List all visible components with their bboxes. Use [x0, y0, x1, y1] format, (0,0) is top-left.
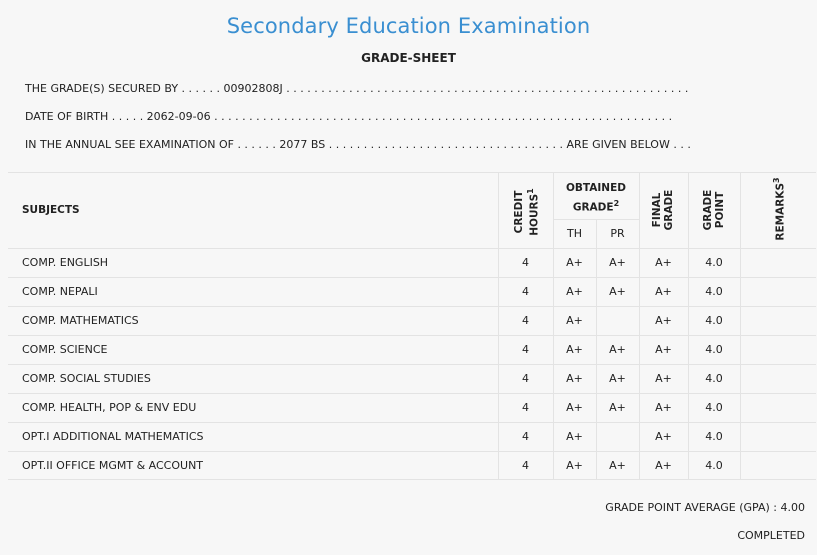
cell-final-grade: A+ — [655, 343, 672, 356]
cell-grade-point: 4.0 — [705, 256, 723, 269]
header-obtained-grade: OBTAINED GRADE2 — [566, 182, 626, 214]
result-status: COMPLETED — [737, 529, 805, 542]
cell-subject: COMP. MATHEMATICS — [22, 314, 139, 327]
cell-grade-point: 4.0 — [705, 459, 723, 472]
header-bottom-border — [8, 248, 816, 249]
row-divider — [8, 277, 816, 278]
cell-th-grade: A+ — [566, 372, 583, 385]
column-divider — [596, 219, 597, 479]
row-divider — [8, 364, 816, 365]
cell-final-grade: A+ — [655, 285, 672, 298]
column-divider — [740, 172, 741, 479]
column-divider — [688, 172, 689, 479]
gpa-summary: GRADE POINT AVERAGE (GPA) : 4.00 — [605, 501, 805, 514]
row-divider — [8, 451, 816, 452]
cell-th-grade: A+ — [566, 459, 583, 472]
info-secured-by: THE GRADE(S) SECURED BY . . . . . . 0090… — [25, 82, 689, 95]
header-subjects: SUBJECTS — [22, 204, 80, 216]
cell-pr-grade: A+ — [609, 372, 626, 385]
table-top-border — [8, 172, 816, 173]
column-divider — [498, 172, 499, 479]
cell-pr-grade: A+ — [609, 401, 626, 414]
cell-subject: COMP. NEPALI — [22, 285, 98, 298]
header-th: TH — [567, 227, 582, 240]
cell-grade-point: 4.0 — [705, 285, 723, 298]
cell-grade-point: 4.0 — [705, 372, 723, 385]
cell-subject: COMP. ENGLISH — [22, 256, 109, 269]
row-divider — [8, 422, 816, 423]
header-pr: PR — [610, 227, 625, 240]
cell-credit-hours: 4 — [522, 256, 529, 269]
header-grade-point: GRADE POINT — [702, 189, 726, 231]
cell-subject: COMP. HEALTH, POP & ENV EDU — [22, 401, 197, 414]
cell-pr-grade: A+ — [609, 459, 626, 472]
cell-grade-point: 4.0 — [705, 343, 723, 356]
cell-final-grade: A+ — [655, 430, 672, 443]
cell-subject: OPT.I ADDITIONAL MATHEMATICS — [22, 430, 204, 443]
column-divider — [639, 172, 640, 479]
cell-pr-grade: A+ — [609, 256, 626, 269]
cell-final-grade: A+ — [655, 314, 672, 327]
cell-credit-hours: 4 — [522, 430, 529, 443]
cell-credit-hours: 4 — [522, 401, 529, 414]
cell-pr-grade: A+ — [609, 343, 626, 356]
row-divider — [8, 335, 816, 336]
cell-subject: COMP. SCIENCE — [22, 343, 108, 356]
grade-sheet-heading: GRADE-SHEET — [361, 51, 456, 65]
cell-credit-hours: 4 — [522, 343, 529, 356]
row-divider — [8, 393, 816, 394]
cell-th-grade: A+ — [566, 401, 583, 414]
cell-grade-point: 4.0 — [705, 430, 723, 443]
row-divider — [8, 306, 816, 307]
cell-subject: COMP. SOCIAL STUDIES — [22, 372, 151, 385]
cell-final-grade: A+ — [655, 401, 672, 414]
info-examination: IN THE ANNUAL SEE EXAMINATION OF . . . .… — [25, 138, 691, 151]
cell-final-grade: A+ — [655, 256, 672, 269]
cell-credit-hours: 4 — [522, 285, 529, 298]
cell-credit-hours: 4 — [522, 459, 529, 472]
page-title: Secondary Education Examination — [226, 14, 591, 38]
obtained-grade-divider — [553, 219, 639, 220]
header-final-grade: FINAL GRADE — [651, 189, 675, 231]
cell-th-grade: A+ — [566, 343, 583, 356]
cell-th-grade: A+ — [566, 285, 583, 298]
header-remarks: REMARKS3 — [772, 177, 787, 241]
cell-credit-hours: 4 — [522, 372, 529, 385]
cell-th-grade: A+ — [566, 430, 583, 443]
cell-final-grade: A+ — [655, 459, 672, 472]
info-date-of-birth: DATE OF BIRTH . . . . . 2062-09-06 . . .… — [25, 110, 673, 123]
cell-final-grade: A+ — [655, 372, 672, 385]
column-divider — [553, 172, 554, 479]
header-credit-hours: CREDIT HOURS1 — [513, 188, 541, 236]
cell-th-grade: A+ — [566, 256, 583, 269]
cell-grade-point: 4.0 — [705, 401, 723, 414]
cell-subject: OPT.II OFFICE MGMT & ACCOUNT — [22, 459, 204, 472]
table-bottom-border — [8, 479, 816, 480]
cell-credit-hours: 4 — [522, 314, 529, 327]
cell-pr-grade: A+ — [609, 285, 626, 298]
cell-grade-point: 4.0 — [705, 314, 723, 327]
cell-th-grade: A+ — [566, 314, 583, 327]
